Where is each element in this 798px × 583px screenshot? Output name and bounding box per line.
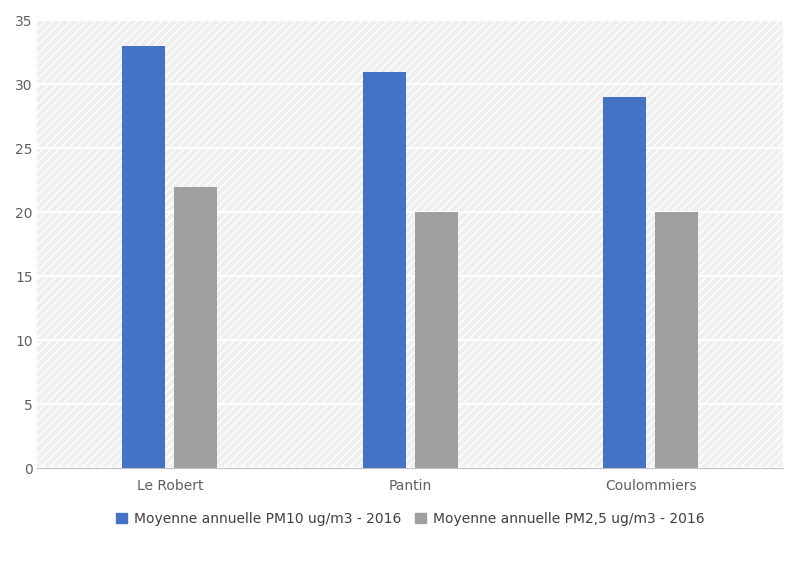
Bar xyxy=(174,187,217,468)
Bar xyxy=(655,212,698,468)
Bar xyxy=(415,212,458,468)
Legend: Moyenne annuelle PM10 ug/m3 - 2016, Moyenne annuelle PM2,5 ug/m3 - 2016: Moyenne annuelle PM10 ug/m3 - 2016, Moye… xyxy=(109,505,712,533)
Bar xyxy=(603,97,646,468)
Bar xyxy=(122,46,165,468)
Bar xyxy=(362,72,406,468)
